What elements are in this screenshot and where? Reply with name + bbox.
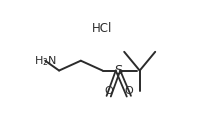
Text: $\mathregular{H_2N}$: $\mathregular{H_2N}$ (34, 54, 57, 68)
Text: HCl: HCl (92, 22, 113, 35)
Text: O: O (104, 86, 113, 96)
Text: O: O (124, 86, 133, 96)
Text: S: S (114, 64, 122, 77)
